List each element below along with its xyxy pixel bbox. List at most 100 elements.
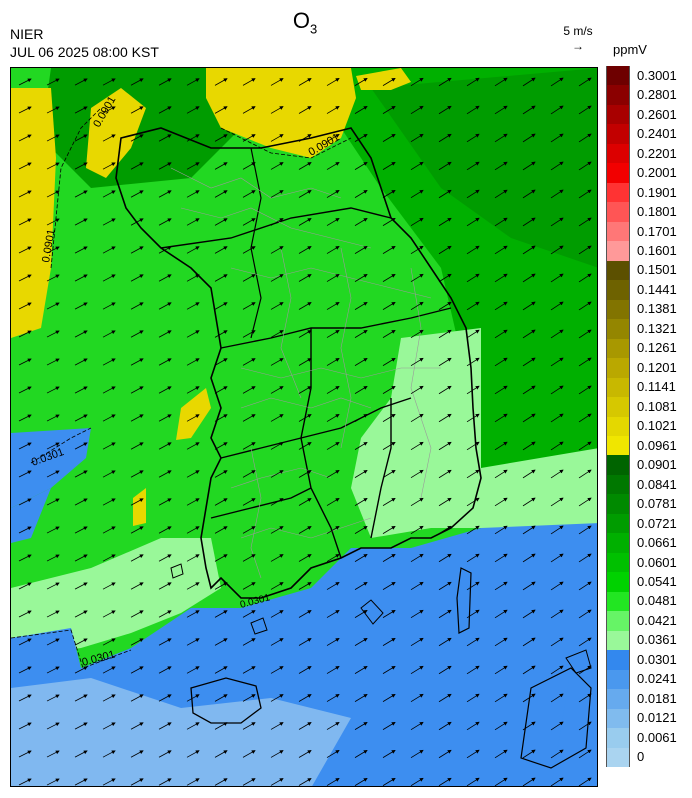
island-small-3: [250, 617, 268, 635]
wind-arrow-icon: [354, 497, 368, 506]
wind-arrow-icon: [382, 665, 396, 674]
wind-arrow-icon: [578, 133, 592, 143]
wind-arrow-icon: [102, 106, 116, 114]
wind-arrow-icon: [410, 693, 424, 703]
wind-arrow-icon: [102, 666, 116, 674]
legend-swatch: [606, 494, 630, 515]
legend-swatch: [606, 66, 630, 86]
wind-arrow-icon: [46, 78, 60, 86]
wind-arrow-icon: [494, 357, 508, 367]
wind-arrow-icon: [578, 329, 592, 339]
wind-arrow-icon: [242, 554, 256, 562]
wind-arrow-icon: [158, 582, 172, 590]
wind-arrow-icon: [522, 469, 536, 479]
wind-arrow-icon: [466, 77, 480, 87]
wind-arrow-icon: [270, 778, 284, 786]
wind-arrow-icon: [382, 329, 396, 338]
wind-arrow-icon: [270, 134, 284, 142]
wind-arrow-icon: [494, 329, 508, 339]
wind-arrow-icon: [130, 778, 144, 786]
wind-arrow-icon: [326, 470, 340, 478]
wind-arrow-icon: [494, 273, 508, 283]
wind-arrow-icon: [214, 722, 228, 730]
legend-swatch: [606, 143, 630, 164]
wind-arrow-icon: [354, 217, 368, 226]
legend-label: 0.0361: [637, 632, 677, 648]
wind-arrow-icon: [438, 133, 452, 143]
wind-arrow-icon: [354, 665, 368, 674]
wind-arrow-icon: [550, 469, 564, 479]
wind-arrow-icon: [466, 357, 480, 367]
wind-arrow-icon: [494, 105, 508, 115]
wind-arrow-icon: [550, 749, 564, 759]
wind-arrow-icon: [214, 246, 228, 254]
wind-arrow-icon: [382, 497, 396, 506]
wind-arrow-icon: [242, 610, 256, 618]
wind-arrow-icon: [214, 498, 228, 506]
wind-arrow-icon: [130, 190, 144, 198]
wind-arrow-icon: [410, 749, 424, 759]
wind-arrow-icon: [270, 302, 284, 310]
legend-label: 0.1141: [637, 379, 676, 395]
wind-arrow-icon: [438, 273, 452, 283]
wind-arrow-icon: [186, 442, 200, 450]
legend-label: 0.2001: [637, 165, 677, 181]
wind-arrow-icon: [550, 133, 564, 143]
wind-arrow-icon: [550, 329, 564, 339]
wind-arrow-icon: [158, 694, 172, 702]
patch-yellow-north: [86, 88, 146, 178]
wind-arrow-icon: [438, 413, 452, 423]
wind-arrow-icon: [242, 442, 256, 450]
contour-line-0901-north: [220, 127, 352, 159]
wind-arrow-icon: [102, 582, 116, 590]
wind-arrow-icon: [438, 469, 452, 479]
wind-arrow-icon: [102, 358, 116, 366]
wind-arrow-icon: [130, 750, 144, 758]
wind-arrow-icon: [410, 637, 424, 647]
wind-arrow-icon: [74, 442, 88, 450]
wind-arrow-icon: [494, 189, 508, 199]
wind-arrow-icon: [158, 330, 172, 338]
wind-arrow-icon: [410, 217, 424, 227]
legend-swatch: [606, 533, 630, 554]
wind-arrow-icon: [354, 77, 368, 86]
wind-arrow-icon: [158, 750, 172, 758]
wind-arrow-icon: [438, 665, 452, 675]
wind-arrow-icon: [382, 637, 396, 646]
wind-arrow-icon: [158, 722, 172, 730]
legend-label: 0.2201: [637, 145, 677, 161]
legend-swatch: [606, 513, 630, 534]
legend-label: 0.1261: [637, 340, 677, 356]
wind-arrow-icon: [382, 609, 396, 618]
wind-arrow-icon: [130, 302, 144, 310]
wind-reference-label: 5 m/s: [563, 24, 593, 38]
wind-arrow-icon: [494, 637, 508, 647]
wind-arrow-icon: [18, 162, 32, 170]
wind-arrow-icon: [550, 665, 564, 675]
wind-arrow-icon: [242, 386, 256, 394]
wind-arrow-icon: [242, 358, 256, 366]
wind-arrow-icon: [18, 694, 32, 702]
wind-arrow-icon: [298, 274, 312, 282]
wind-arrow-icon: [158, 358, 172, 366]
wind-arrow-icon: [186, 302, 200, 310]
wind-arrow-icon: [326, 442, 340, 450]
legend-swatch: [606, 280, 630, 301]
wind-arrow-icon: [410, 329, 424, 339]
legend-swatch: [606, 260, 630, 281]
wind-arrow-icon: [410, 721, 424, 731]
wind-arrow-icon: [354, 301, 368, 310]
wind-arrow-icon: [214, 106, 228, 114]
wind-arrow-icon: [46, 470, 60, 478]
field-light-blue-southwest: [11, 678, 351, 786]
wind-arrow-icon: [466, 665, 480, 675]
legend-label: 0.2801: [637, 87, 677, 103]
wind-arrow-icon: [270, 610, 284, 618]
wind-arrow-icon: [410, 77, 424, 87]
wind-arrow-icon: [382, 553, 396, 562]
wind-arrow-icon: [214, 330, 228, 338]
wind-arrow-icon: [130, 582, 144, 590]
wind-arrow-icon: [326, 358, 340, 366]
wind-arrow-icon: [186, 134, 200, 142]
legend-label: 0.0121: [637, 710, 677, 726]
